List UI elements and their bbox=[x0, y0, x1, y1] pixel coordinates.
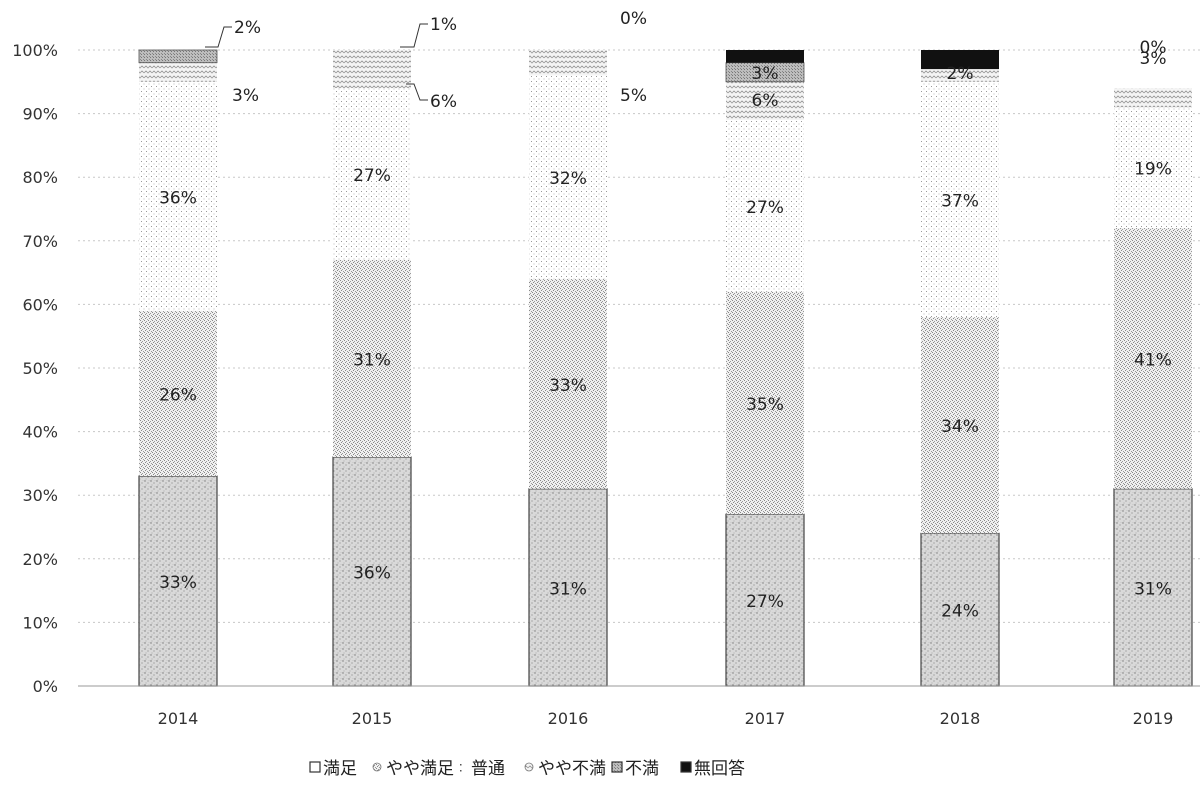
data-label: 27% bbox=[353, 166, 391, 186]
bar-segment bbox=[726, 291, 804, 515]
legend-label: 普通 bbox=[471, 759, 505, 779]
bar-segment bbox=[921, 69, 999, 82]
bar-segment bbox=[333, 50, 411, 89]
y-tick-label: 70% bbox=[22, 232, 58, 251]
legend-swatch bbox=[680, 761, 692, 773]
x-axis: 2014 2015 2016 2017 2018 2019 bbox=[78, 685, 1200, 728]
leader-line bbox=[406, 83, 428, 101]
y-tick-label: 20% bbox=[22, 550, 58, 569]
bar-segment bbox=[138, 49, 218, 64]
y-tick-label: 0% bbox=[33, 677, 58, 696]
data-label: 27% bbox=[746, 198, 784, 218]
data-label: 6% bbox=[430, 92, 457, 112]
x-tick-label: 2014 bbox=[158, 709, 199, 728]
bar-segment bbox=[1114, 88, 1192, 108]
y-tick-label: 80% bbox=[22, 168, 58, 187]
legend: 満足 やや満足 普通 やや不満 不満 無回答 bbox=[309, 759, 745, 779]
bar-segment bbox=[139, 81, 217, 311]
x-tick-label: 2019 bbox=[1133, 709, 1174, 728]
bar-segment bbox=[920, 532, 1000, 687]
data-label: 35% bbox=[746, 395, 784, 415]
bar-segment bbox=[1114, 107, 1192, 229]
data-label: 31% bbox=[549, 579, 587, 599]
data-label: 19% bbox=[1134, 160, 1172, 180]
data-label: 33% bbox=[159, 573, 197, 593]
data-label: 3% bbox=[752, 64, 779, 84]
data-label: 26% bbox=[159, 385, 197, 405]
legend-swatch bbox=[524, 762, 534, 772]
legend-label: やや不満 bbox=[538, 759, 606, 779]
data-label: 6% bbox=[752, 91, 779, 111]
bar-segment bbox=[921, 50, 999, 70]
bar-segment bbox=[333, 88, 411, 260]
data-label: 33% bbox=[549, 376, 587, 396]
legend-swatch bbox=[309, 761, 321, 773]
data-label: 34% bbox=[941, 417, 979, 437]
data-label: 2% bbox=[947, 64, 974, 84]
data-label: 36% bbox=[159, 188, 197, 208]
bar-segment bbox=[529, 50, 607, 76]
data-label: 31% bbox=[353, 350, 391, 370]
bar-segment bbox=[529, 75, 607, 279]
data-label: 0% bbox=[1140, 38, 1167, 58]
data-label: 27% bbox=[746, 592, 784, 612]
bar-segment bbox=[726, 119, 804, 292]
bar-segment bbox=[1114, 228, 1192, 489]
x-tick-label: 2016 bbox=[548, 709, 589, 728]
y-tick-label: 50% bbox=[22, 359, 58, 378]
bar-segment bbox=[528, 488, 608, 687]
data-label: 2% bbox=[234, 18, 261, 38]
leader-line bbox=[205, 26, 232, 48]
bar-segment bbox=[921, 317, 999, 534]
data-label: 31% bbox=[1134, 579, 1172, 599]
gridlines bbox=[78, 49, 1200, 623]
bar-segment bbox=[529, 278, 607, 489]
x-tick-label: 2017 bbox=[745, 709, 786, 728]
bar-segment bbox=[725, 513, 805, 687]
y-tick-label: 60% bbox=[22, 295, 58, 314]
x-tick-label: 2015 bbox=[352, 709, 393, 728]
legend-swatch bbox=[611, 761, 623, 773]
legend-swatch bbox=[460, 764, 462, 766]
data-label: 32% bbox=[549, 169, 587, 189]
data-label: 41% bbox=[1134, 350, 1172, 370]
bar-segment bbox=[333, 259, 411, 458]
data-label: 36% bbox=[353, 564, 391, 584]
legend-label: 不満 bbox=[625, 759, 659, 779]
bar-segment bbox=[726, 81, 804, 120]
legend-label: やや満足 bbox=[386, 759, 454, 779]
y-tick-label: 40% bbox=[22, 423, 58, 442]
bar-segment bbox=[921, 81, 999, 318]
y-tick-label: 10% bbox=[22, 613, 58, 632]
data-label: 1% bbox=[430, 15, 457, 35]
y-axis: 0% 10% 20% 30% 40% 50% 60% 70% 80% 90% 100% bbox=[12, 41, 58, 696]
data-label: 37% bbox=[941, 191, 979, 211]
y-tick-label: 30% bbox=[22, 486, 58, 505]
data-labels: 33% 26% 36% 36% 31% 27% 31% 33% 32% 27% 35% 27% 24% 3… bbox=[159, 9, 1172, 622]
data-label: 5% bbox=[620, 86, 647, 106]
bar-segment bbox=[139, 310, 217, 477]
bar-segment bbox=[726, 50, 804, 63]
leader-line bbox=[400, 23, 428, 48]
y-tick-label: 90% bbox=[22, 105, 58, 124]
legend-label: 満足 bbox=[323, 759, 357, 779]
legend-swatch bbox=[460, 770, 462, 772]
bars bbox=[138, 49, 1193, 687]
y-tick-label: 100% bbox=[12, 41, 58, 60]
data-label: 24% bbox=[941, 602, 979, 622]
x-tick-label: 2018 bbox=[940, 709, 981, 728]
data-label: 0% bbox=[620, 9, 647, 29]
legend-label: 無回答 bbox=[694, 759, 745, 779]
bar-segment bbox=[139, 62, 217, 82]
data-label: 3% bbox=[232, 86, 259, 106]
legend-swatch bbox=[372, 762, 382, 772]
data-label: 3% bbox=[1140, 49, 1167, 69]
